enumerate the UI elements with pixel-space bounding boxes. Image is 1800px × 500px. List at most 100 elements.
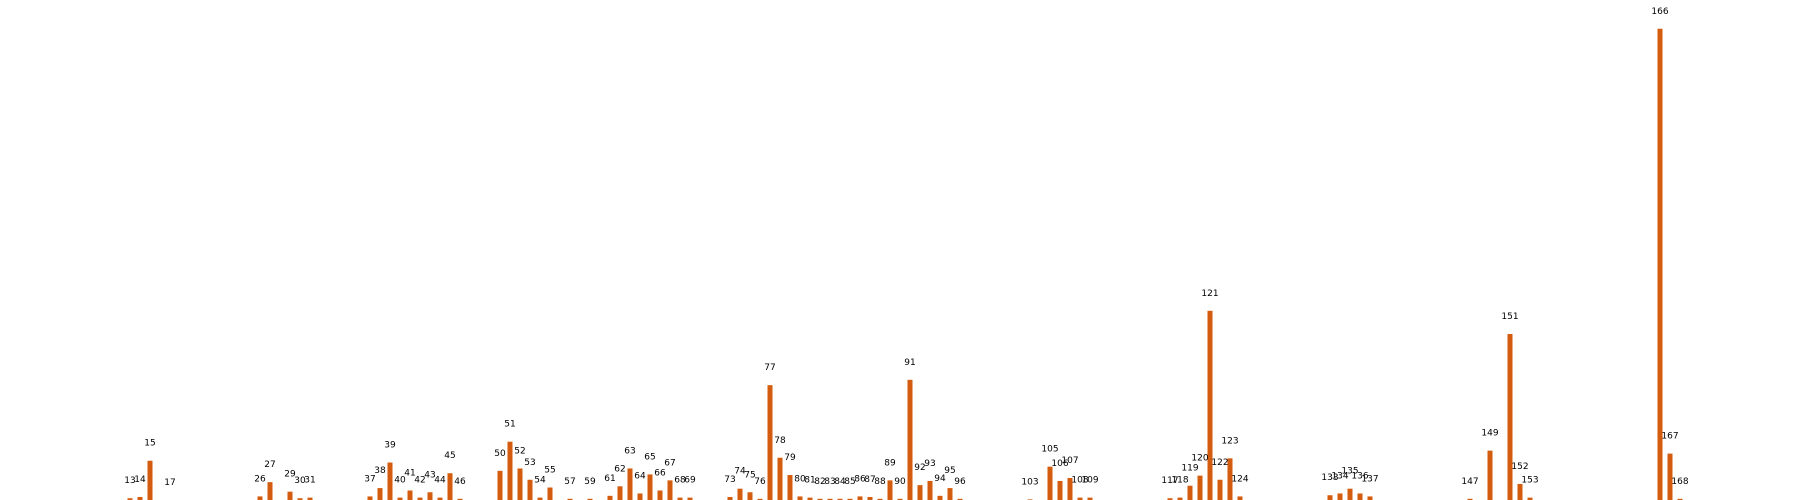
bar-label-105: 105 (1041, 445, 1058, 455)
bar-label-50: 50 (494, 449, 506, 459)
bar-153 (1527, 497, 1533, 500)
bar-87 (867, 497, 873, 500)
bar-122 (1217, 479, 1223, 500)
bar-14 (137, 497, 143, 500)
bar-label-167: 167 (1661, 432, 1678, 442)
bar-label-124: 124 (1231, 474, 1248, 484)
bar-label-59: 59 (584, 477, 596, 487)
bar-107 (1067, 477, 1073, 500)
bar-64 (637, 493, 643, 500)
bar-95 (947, 488, 953, 500)
bar-label-53: 53 (524, 458, 535, 468)
bar-label-51: 51 (504, 420, 515, 430)
bar-label-82: 82 (814, 477, 825, 487)
bar-26 (257, 496, 263, 500)
bar-135 (1347, 488, 1353, 500)
bar-166 (1657, 28, 1663, 500)
bar-label-52: 52 (514, 446, 525, 456)
bar-94 (937, 495, 943, 500)
bar-84 (837, 498, 843, 500)
bar-label-119: 119 (1181, 464, 1198, 474)
bar-117 (1167, 498, 1173, 500)
bar-label-14: 14 (134, 475, 146, 485)
bar-81 (807, 497, 813, 500)
bar-54 (537, 497, 543, 500)
bar-27 (267, 482, 273, 500)
bar-label-96: 96 (954, 477, 966, 487)
bar-73 (727, 497, 733, 500)
bar-124 (1237, 496, 1243, 500)
bar-label-92: 92 (914, 463, 925, 473)
bar-66 (657, 490, 663, 500)
bar-82 (817, 498, 823, 500)
bar-label-120: 120 (1191, 454, 1208, 464)
bar-83 (827, 498, 833, 500)
bar-label-39: 39 (384, 441, 396, 451)
bar-label-79: 79 (784, 453, 796, 463)
bar-label-62: 62 (614, 464, 625, 474)
bar-133 (1327, 495, 1333, 500)
bar-51 (507, 441, 513, 500)
bar-label-64: 64 (634, 471, 646, 481)
bar-57 (567, 498, 573, 500)
bar-92 (917, 485, 923, 500)
bar-label-44: 44 (434, 476, 446, 486)
bar-label-37: 37 (364, 474, 375, 484)
bar-label-109: 109 (1081, 476, 1098, 486)
bar-61 (607, 495, 613, 500)
bar-label-86: 86 (854, 474, 866, 484)
bar-88 (877, 498, 883, 500)
bar-96 (957, 498, 963, 500)
bar-label-57: 57 (564, 477, 575, 487)
bar-label-95: 95 (944, 466, 955, 476)
bar-134 (1337, 493, 1343, 500)
bar-label-61: 61 (604, 474, 615, 484)
bar-147 (1467, 498, 1473, 500)
bar-label-46: 46 (454, 477, 466, 487)
bar-59 (587, 498, 593, 500)
bar-31 (307, 497, 313, 500)
bar-label-91: 91 (904, 358, 915, 368)
bar-label-85: 85 (844, 477, 855, 487)
bar-label-134: 134 (1331, 471, 1348, 481)
bar-37 (367, 496, 373, 500)
bar-63 (627, 468, 633, 500)
bar-44 (437, 497, 443, 500)
bar-50 (497, 470, 503, 500)
bar-label-107: 107 (1061, 456, 1078, 466)
bar-105 (1047, 466, 1053, 500)
bar-label-29: 29 (284, 470, 296, 480)
bar-93 (927, 480, 933, 500)
bar-43 (427, 492, 433, 500)
bar-label-26: 26 (254, 474, 266, 484)
bar-86 (857, 496, 863, 500)
bar-label-54: 54 (534, 476, 546, 486)
bar-108 (1077, 497, 1083, 500)
bar-label-122: 122 (1211, 458, 1228, 468)
bar-label-133: 133 (1321, 473, 1338, 483)
bar-53 (527, 479, 533, 500)
bar-65 (647, 474, 653, 500)
bar-label-137: 137 (1361, 474, 1378, 484)
bar-label-17: 17 (164, 478, 175, 488)
bar-78 (777, 457, 783, 500)
bar-label-118: 118 (1171, 476, 1188, 486)
bar-90 (897, 498, 903, 500)
bar-69 (687, 497, 693, 500)
bar-152 (1517, 483, 1523, 500)
bar-120 (1197, 475, 1203, 500)
bar-label-38: 38 (374, 466, 386, 476)
bar-label-31: 31 (304, 476, 315, 486)
bar-29 (287, 491, 293, 500)
bar-label-93: 93 (924, 459, 935, 469)
bar-label-90: 90 (894, 477, 906, 487)
bar-label-83: 83 (824, 477, 835, 487)
bar-55 (547, 487, 553, 500)
bar-label-80: 80 (794, 474, 806, 484)
bar-76 (757, 498, 763, 500)
bar-label-166: 166 (1651, 7, 1668, 17)
bar-167 (1667, 453, 1673, 500)
bar-41 (407, 490, 413, 500)
bar-label-88: 88 (874, 477, 886, 487)
